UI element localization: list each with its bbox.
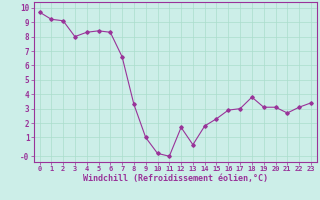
X-axis label: Windchill (Refroidissement éolien,°C): Windchill (Refroidissement éolien,°C) <box>83 174 268 183</box>
